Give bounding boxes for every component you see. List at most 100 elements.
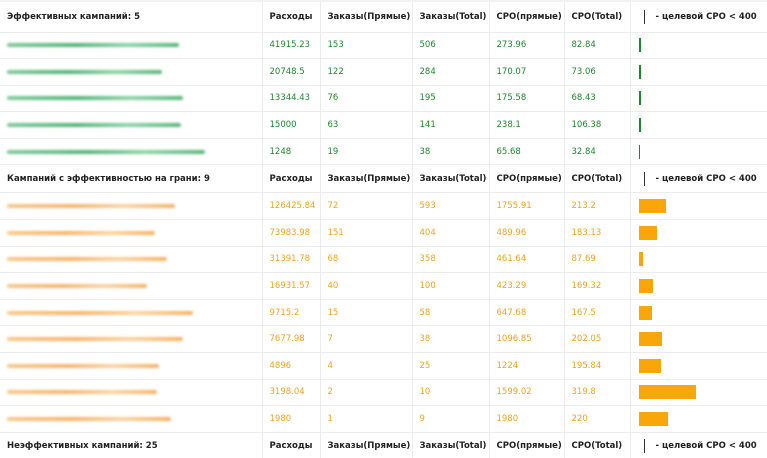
cell-cpo-total: 195.84 (564, 352, 631, 380)
cpo-bar (638, 199, 666, 214)
campaign-name-cell[interactable] (0, 352, 263, 380)
column-header: Расходы (262, 0, 321, 33)
cpo-bar (638, 358, 661, 373)
cell-cpo-total: 73.06 (564, 58, 631, 86)
campaign-name-cell[interactable] (0, 192, 263, 221)
column-header: Расходы (262, 432, 321, 458)
cell-orders-total: 9 (412, 405, 490, 433)
column-header: Заказы(Total) (412, 0, 490, 33)
table-row[interactable]: 3198.04 2 10 1599.02 319.8 (0, 379, 767, 407)
cpo-bar (638, 91, 641, 106)
table-row[interactable]: 31391.78 68 358 461.64 87.69 (0, 246, 767, 274)
cell-spend: 7677.98 (262, 325, 321, 354)
cell-spend: 9715.2 (262, 299, 321, 327)
cell-orders-direct: 19 (320, 138, 413, 166)
campaign-name-cell[interactable] (0, 58, 263, 86)
cell-orders-direct: 4 (320, 352, 413, 380)
table-row[interactable]: 1980 1 9 1980 220 (0, 405, 767, 433)
cell-spend: 4896 (262, 352, 321, 380)
cell-cpo-direct: 1096.85 (489, 325, 565, 354)
column-header: Заказы(Прямые) (320, 164, 413, 194)
campaign-name-redacted (7, 69, 162, 74)
cpo-bar-cell (630, 352, 767, 380)
campaign-name-cell[interactable] (0, 325, 263, 354)
campaign-name-cell[interactable] (0, 138, 263, 166)
section-title: Кампаний с эффективностью на грани: 9 (0, 164, 263, 194)
cpo-bar-cell (630, 325, 767, 354)
cpo-bar-cell (630, 272, 767, 300)
campaign-name-cell[interactable] (0, 32, 263, 60)
legend-label: - целевой CPO < 400 (655, 11, 757, 22)
campaign-name-redacted (7, 284, 147, 289)
section-header: Неэффективных кампаний: 25 Расходы Заказы(… (0, 432, 767, 458)
cpo-bar-cell (630, 246, 767, 274)
table-row[interactable]: 1248 19 38 65.68 32.84 (0, 138, 767, 166)
campaign-name-redacted (7, 149, 205, 154)
legend: - целевой CPO < 400 (638, 439, 767, 454)
cell-spend: 73983.98 (262, 219, 321, 247)
cpo-bar-cell (630, 405, 767, 433)
legend-label: - целевой CPO < 400 (655, 441, 757, 452)
cell-cpo-total: 68.43 (564, 85, 631, 113)
cpo-bar (638, 118, 641, 133)
cell-orders-total: 404 (412, 219, 490, 247)
section-title: Эффективных кампаний: 5 (0, 0, 263, 33)
cpo-bar (638, 305, 653, 320)
table-row[interactable]: 13344.43 76 195 175.58 68.43 (0, 85, 767, 113)
column-header: CPO(прямые) (489, 0, 565, 33)
cell-cpo-total: 106.38 (564, 111, 631, 139)
campaign-name-cell[interactable] (0, 405, 263, 433)
cell-orders-total: 10 (412, 379, 490, 407)
cell-spend: 1248 (262, 138, 321, 166)
cell-cpo-total: 183.13 (564, 219, 631, 247)
cell-spend: 41915.23 (262, 32, 321, 60)
cpo-bar-cell (630, 32, 767, 60)
legend-cell: - целевой CPO < 400 (630, 0, 767, 33)
column-header: Заказы(Total) (412, 164, 490, 194)
cpo-bar (638, 144, 640, 159)
cell-cpo-total: 167.5 (564, 299, 631, 327)
campaign-name-redacted (7, 204, 175, 209)
cpo-bar-cell (630, 192, 767, 221)
cpo-bar (638, 64, 641, 79)
cell-cpo-total: 220 (564, 405, 631, 433)
campaign-name-cell[interactable] (0, 111, 263, 139)
cell-orders-direct: 153 (320, 32, 413, 60)
campaign-name-redacted (7, 123, 181, 128)
cell-cpo-direct: 1755.91 (489, 192, 565, 221)
cell-cpo-direct: 238.1 (489, 111, 565, 139)
cpo-bar-cell (630, 219, 767, 247)
campaign-name-cell[interactable] (0, 219, 263, 247)
cpo-bar (638, 332, 663, 347)
target-marker-icon (643, 9, 645, 24)
campaign-name-cell[interactable] (0, 85, 263, 113)
table-row[interactable]: 73983.98 151 404 489.96 183.13 (0, 219, 767, 247)
cell-spend: 126425.84 (262, 192, 321, 221)
cpo-bar-cell (630, 379, 767, 407)
cell-cpo-total: 213.2 (564, 192, 631, 221)
campaign-name-cell[interactable] (0, 272, 263, 300)
column-header: CPO(прямые) (489, 432, 565, 458)
column-header: Расходы (262, 164, 321, 194)
campaign-name-cell[interactable] (0, 379, 263, 407)
table-row[interactable]: 126425.84 72 593 1755.91 213.2 (0, 192, 767, 221)
campaign-name-cell[interactable] (0, 246, 263, 274)
table-row[interactable]: 20748.5 122 284 170.07 73.06 (0, 58, 767, 86)
cell-cpo-direct: 423.29 (489, 272, 565, 300)
table-row[interactable]: 41915.23 153 506 273.96 82.84 (0, 32, 767, 60)
table-row[interactable]: 15000 63 141 238.1 106.38 (0, 111, 767, 139)
table-row[interactable]: 7677.98 7 38 1096.85 202.05 (0, 325, 767, 354)
column-header: Заказы(Прямые) (320, 0, 413, 33)
legend-label: - целевой CPO < 400 (655, 173, 757, 184)
cell-cpo-total: 319.8 (564, 379, 631, 407)
cell-cpo-direct: 489.96 (489, 219, 565, 247)
table-row[interactable]: 16931.57 40 100 423.29 169.32 (0, 272, 767, 300)
table-row[interactable]: 9715.2 15 58 647.68 167.5 (0, 299, 767, 327)
cell-cpo-direct: 461.64 (489, 246, 565, 274)
campaign-name-redacted (7, 390, 157, 395)
cell-cpo-direct: 273.96 (489, 32, 565, 60)
table-row[interactable]: 4896 4 25 1224 195.84 (0, 352, 767, 380)
campaign-name-cell[interactable] (0, 299, 263, 327)
cpo-bar-cell (630, 138, 767, 166)
cpo-bar-cell (630, 58, 767, 86)
